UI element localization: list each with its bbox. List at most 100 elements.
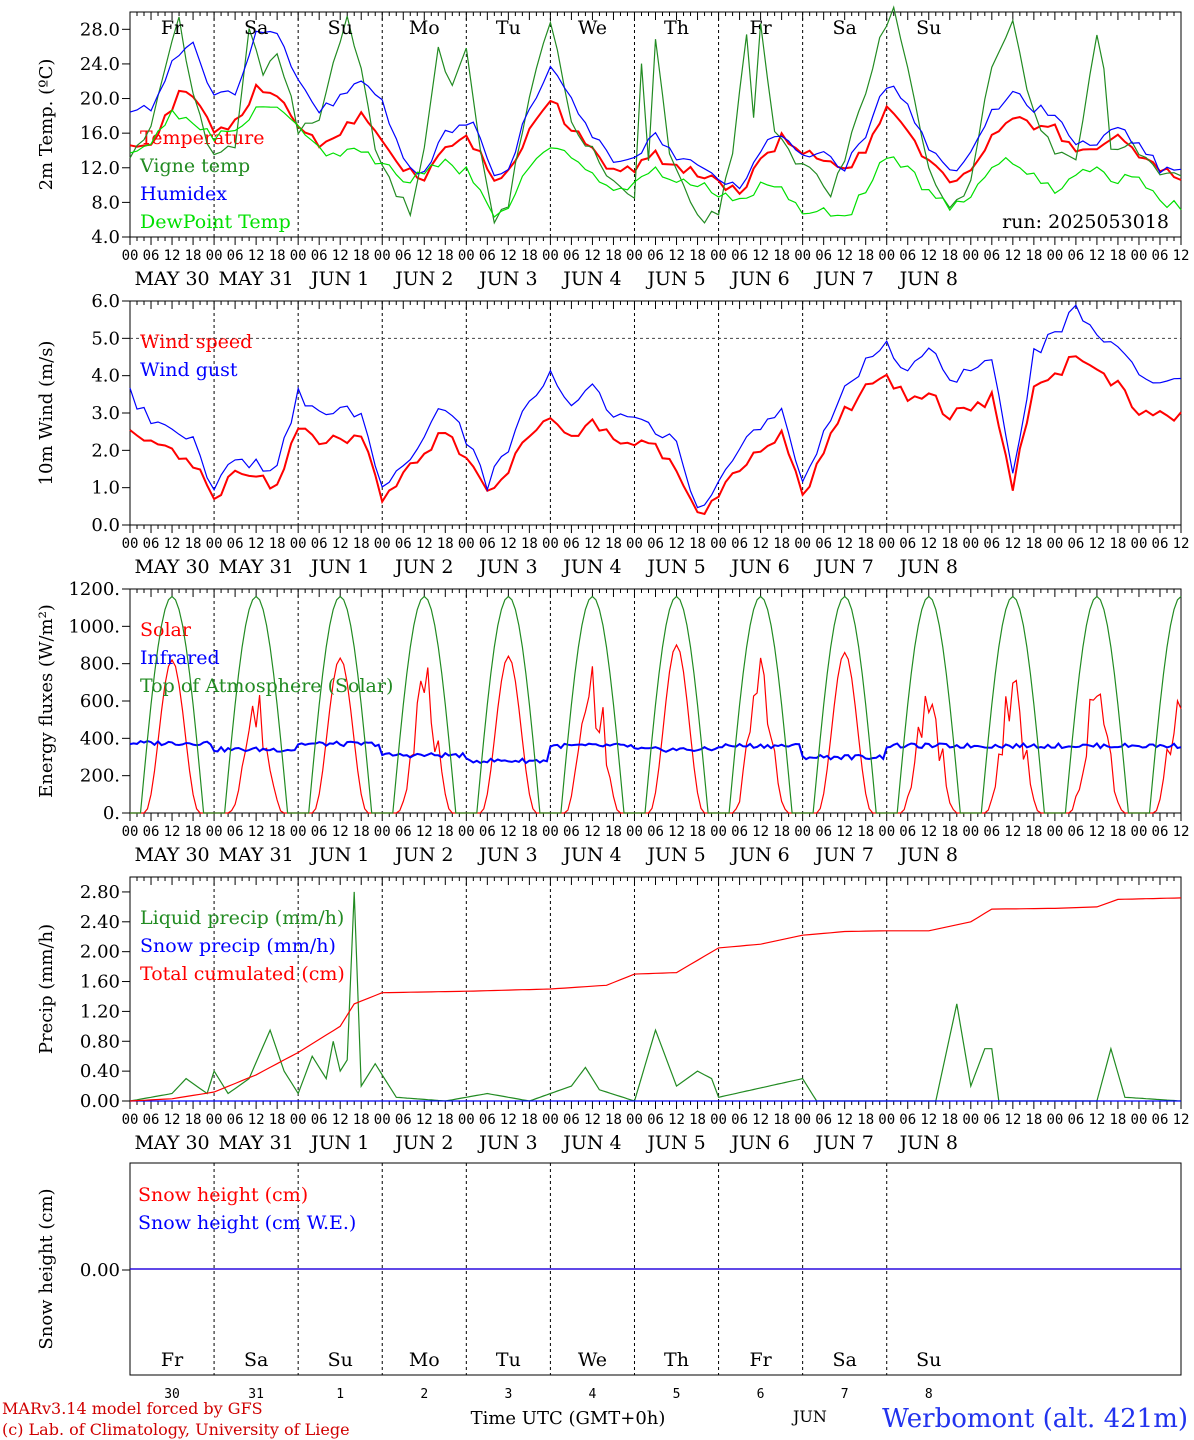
x-tick-label: 06 xyxy=(311,1112,328,1128)
day-of-week-label: Tu xyxy=(496,17,521,39)
y-tick-label: 4.0 xyxy=(91,366,120,387)
x-tick-label: 00 xyxy=(458,248,475,264)
x-tick-label: 12 xyxy=(332,536,349,552)
x-tick-label: 06 xyxy=(647,1112,664,1128)
x-tick-label: 06 xyxy=(731,536,748,552)
x-tick-label: 18 xyxy=(605,248,622,264)
x-tick-label: 12 xyxy=(1004,824,1021,840)
day-of-week-label: Fr xyxy=(161,1349,184,1371)
x-tick-label: 00 xyxy=(542,1112,559,1128)
x-date-label: JUN 2 xyxy=(393,844,453,866)
x-tick-label: 00 xyxy=(206,536,223,552)
x-tick-label: 00 xyxy=(878,824,895,840)
x-tick-label: 06 xyxy=(563,824,580,840)
x-tick-label: 06 xyxy=(479,536,496,552)
x-date-label: MAY 30 xyxy=(134,268,209,290)
x-tick-label: 00 xyxy=(794,824,811,840)
x-tick-label: 18 xyxy=(521,1112,538,1128)
x-tick-label: 00 xyxy=(1046,1112,1063,1128)
x-tick-label: 06 xyxy=(983,248,1000,264)
day-number-label: 3 xyxy=(504,1387,512,1402)
legend-entry: Liquid precip (mm/h) xyxy=(140,907,344,929)
x-date-label: JUN 2 xyxy=(393,268,453,290)
x-tick-label: 06 xyxy=(143,536,160,552)
day-of-week-label: We xyxy=(578,17,607,39)
x-tick-label: 18 xyxy=(689,824,706,840)
x-tick-label: 00 xyxy=(1046,248,1063,264)
legend-entry: Infrared xyxy=(140,647,220,669)
y-tick-label: 2.0 xyxy=(91,440,120,461)
x-tick-label: 12 xyxy=(1088,824,1105,840)
x-tick-label: 18 xyxy=(269,1112,286,1128)
x-tick-label: 06 xyxy=(899,536,916,552)
x-tick-label: 12 xyxy=(332,824,349,840)
x-tick-label: 12 xyxy=(500,1112,517,1128)
x-tick-label: 06 xyxy=(983,824,1000,840)
x-tick-label: 18 xyxy=(269,824,286,840)
day-number-label: 1 xyxy=(336,1387,344,1402)
x-tick-label: 12 xyxy=(164,248,181,264)
day-of-week-label: Fr xyxy=(161,17,184,39)
legend-entry: Snow height (cm W.E.) xyxy=(138,1212,356,1234)
x-tick-label: 06 xyxy=(1067,248,1084,264)
x-tick-label: 12 xyxy=(920,536,937,552)
x-tick-label: 06 xyxy=(479,824,496,840)
footer-copyright-line: (c) Lab. of Climatology, University of L… xyxy=(2,1420,350,1439)
x-tick-label: 06 xyxy=(731,1112,748,1128)
x-tick-label: 06 xyxy=(227,1112,244,1128)
day-of-week-label: Mo xyxy=(409,1349,440,1371)
x-tick-label: 18 xyxy=(437,248,454,264)
x-tick-label: 18 xyxy=(773,824,790,840)
x-date-label: MAY 31 xyxy=(219,844,294,866)
x-tick-label: 06 xyxy=(311,536,328,552)
x-tick-label: 18 xyxy=(941,248,958,264)
x-date-label: JUN 2 xyxy=(393,556,453,578)
series-line-wind-gust xyxy=(129,304,1182,509)
x-tick-label: 06 xyxy=(1152,1112,1169,1128)
x-tick-label: 18 xyxy=(857,1112,874,1128)
x-tick-label: 00 xyxy=(626,536,643,552)
x-tick-label: 18 xyxy=(1025,248,1042,264)
day-number-label: 5 xyxy=(673,1387,681,1402)
y-tick-label: 1000. xyxy=(68,616,120,637)
x-tick-label: 18 xyxy=(521,248,538,264)
x-tick-label: 00 xyxy=(878,536,895,552)
x-date-label: JUN 1 xyxy=(309,1132,369,1154)
y-axis-label: Energy fluxes (W/m²) xyxy=(36,604,57,798)
x-tick-label: 18 xyxy=(521,824,538,840)
series-line-temperature xyxy=(129,83,1182,196)
x-tick-label: 12 xyxy=(332,248,349,264)
y-tick-label: 6.0 xyxy=(91,291,120,312)
x-tick-label: 00 xyxy=(1046,536,1063,552)
x-tick-label: 12 xyxy=(500,536,517,552)
x-tick-label: 12 xyxy=(248,824,265,840)
x-tick-label: 00 xyxy=(290,248,307,264)
x-date-label: JUN 1 xyxy=(309,556,369,578)
x-tick-label: 06 xyxy=(1152,248,1169,264)
panel-1: 4.0 8.0 12.0 16.0 20.0 24.0 28.0 2m Temp. (ºC) 0… xyxy=(36,5,1190,290)
x-tick-label: 06 xyxy=(983,536,1000,552)
day-of-week-label: We xyxy=(578,1349,607,1371)
x-tick-label: 12 xyxy=(752,248,769,264)
x-tick-label: 06 xyxy=(563,536,580,552)
x-tick-label: 12 xyxy=(1004,1112,1021,1128)
day-of-week-label: Sa xyxy=(244,17,268,39)
x-tick-label: 00 xyxy=(1131,248,1148,264)
x-date-label: JUN 7 xyxy=(813,268,873,290)
series-line-dewpoint-temp xyxy=(129,106,1182,218)
y-tick-label: 1200. xyxy=(68,579,120,600)
x-tick-label: 00 xyxy=(878,248,895,264)
x-date-label: JUN 3 xyxy=(477,844,537,866)
y-axis-label: 10m Wind (m/s) xyxy=(36,341,57,486)
series-line-solar xyxy=(130,643,1182,814)
x-date-label: JUN 8 xyxy=(898,556,958,578)
x-tick-label: 12 xyxy=(1004,536,1021,552)
x-tick-label: 00 xyxy=(122,536,139,552)
y-tick-label: 8.0 xyxy=(91,192,120,213)
x-tick-label: 12 xyxy=(500,248,517,264)
day-number-label: 30 xyxy=(164,1387,180,1402)
x-tick-label: 12 xyxy=(1173,248,1190,264)
y-tick-label: 1.60 xyxy=(80,972,120,993)
x-date-label: MAY 30 xyxy=(134,844,209,866)
x-tick-label: 18 xyxy=(521,536,538,552)
